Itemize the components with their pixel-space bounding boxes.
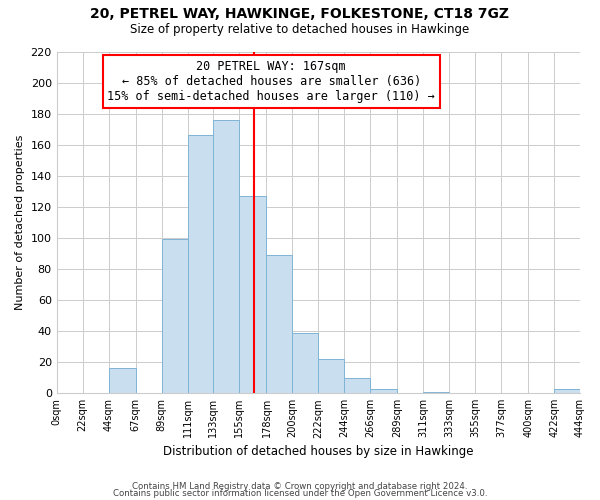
Bar bbox=[292, 332, 319, 393]
Text: Contains HM Land Registry data © Crown copyright and database right 2024.: Contains HM Land Registry data © Crown c… bbox=[132, 482, 468, 491]
Bar bbox=[370, 388, 397, 393]
Bar bbox=[319, 359, 344, 393]
Text: 20 PETREL WAY: 167sqm
← 85% of detached houses are smaller (636)
15% of semi-det: 20 PETREL WAY: 167sqm ← 85% of detached … bbox=[107, 60, 435, 103]
X-axis label: Distribution of detached houses by size in Hawkinge: Distribution of detached houses by size … bbox=[163, 444, 473, 458]
Bar bbox=[187, 136, 214, 393]
Bar bbox=[161, 240, 187, 393]
Bar bbox=[214, 120, 239, 393]
Text: 20, PETREL WAY, HAWKINGE, FOLKESTONE, CT18 7GZ: 20, PETREL WAY, HAWKINGE, FOLKESTONE, CT… bbox=[91, 8, 509, 22]
Bar bbox=[344, 378, 370, 393]
Bar bbox=[266, 255, 292, 393]
Y-axis label: Number of detached properties: Number of detached properties bbox=[15, 134, 25, 310]
Text: Size of property relative to detached houses in Hawkinge: Size of property relative to detached ho… bbox=[130, 22, 470, 36]
Text: Contains public sector information licensed under the Open Government Licence v3: Contains public sector information licen… bbox=[113, 490, 487, 498]
Bar bbox=[423, 392, 449, 393]
Bar bbox=[554, 388, 580, 393]
Bar bbox=[109, 368, 136, 393]
Bar bbox=[239, 196, 266, 393]
